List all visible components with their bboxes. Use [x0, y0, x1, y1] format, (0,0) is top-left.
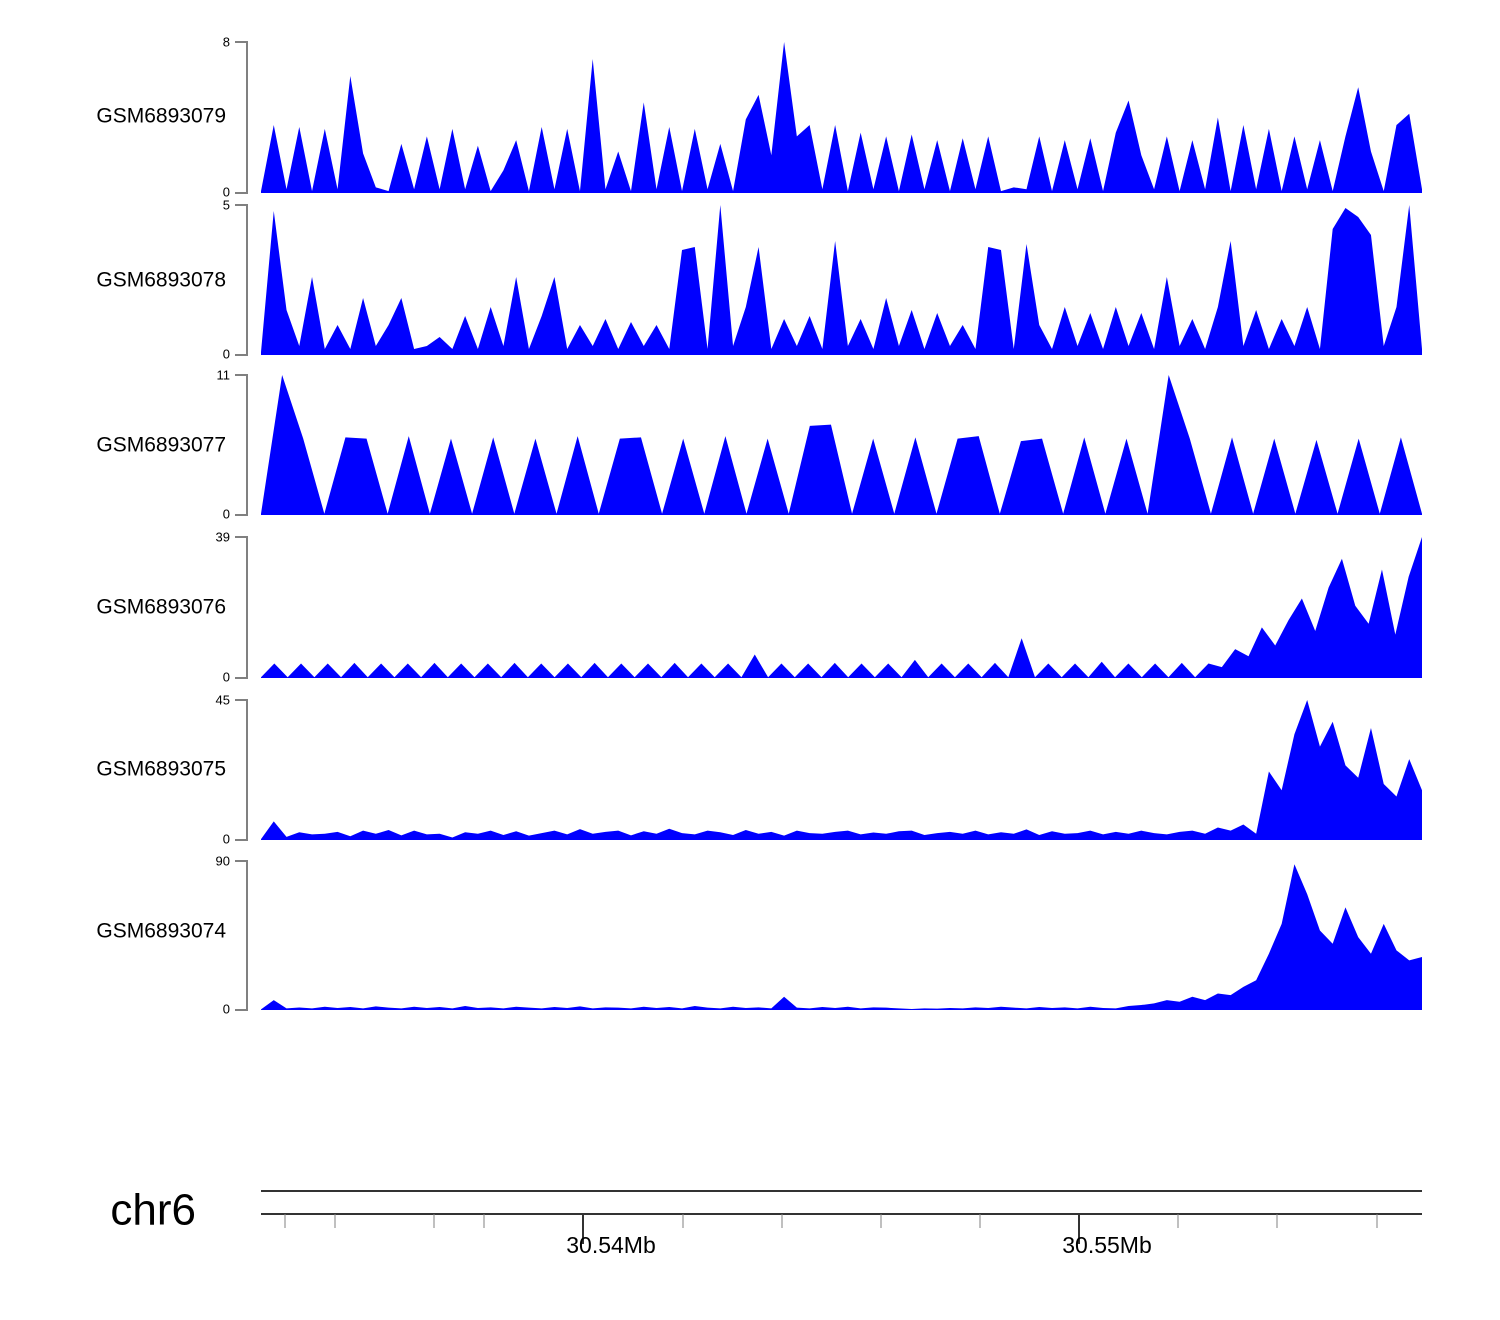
- genome-axis: 30.54Mb 30.55Mb chr6: [110, 1186, 1422, 1258]
- axis-tick-label-0: 30.54Mb: [566, 1232, 656, 1258]
- track-GSM6893074: GSM6893074 90 0: [96, 853, 1422, 1016]
- track-label-GSM6893076: GSM6893076: [96, 596, 226, 619]
- y-axis-min-label-GSM6893079: 0: [223, 184, 230, 199]
- track-GSM6893078: GSM6893078 5 0: [96, 197, 1422, 361]
- y-axis-bracket-GSM6893076: [235, 536, 248, 679]
- coverage-area-GSM6893077: [261, 375, 1422, 515]
- y-axis-max-label-GSM6893076: 39: [216, 529, 230, 544]
- coverage-area-GSM6893074: [261, 864, 1422, 1010]
- y-axis-bracket-GSM6893077: [235, 374, 248, 516]
- y-axis-max-label-GSM6893075: 45: [216, 692, 230, 707]
- y-axis-bracket-GSM6893079: [235, 41, 248, 194]
- track-GSM6893079: GSM6893079 8 0: [96, 34, 1422, 199]
- track-label-GSM6893077: GSM6893077: [96, 434, 226, 457]
- track-label-GSM6893075: GSM6893075: [96, 758, 226, 781]
- coverage-area-GSM6893075: [261, 700, 1422, 840]
- y-axis-max-label-GSM6893079: 8: [223, 34, 230, 49]
- y-axis-min-label-GSM6893074: 0: [223, 1001, 230, 1016]
- coverage-area-GSM6893076: [261, 537, 1422, 678]
- axis-tick-label-1: 30.55Mb: [1062, 1232, 1152, 1258]
- y-axis-bracket-GSM6893075: [235, 699, 248, 841]
- coverage-area-GSM6893079: [261, 42, 1422, 193]
- y-axis-max-label-GSM6893077: 11: [217, 367, 231, 382]
- coverage-area-GSM6893078: [261, 205, 1422, 355]
- track-label-GSM6893074: GSM6893074: [96, 920, 226, 943]
- track-GSM6893077: GSM6893077 11 0: [96, 367, 1422, 521]
- y-axis-bracket-GSM6893074: [235, 860, 248, 1011]
- track-GSM6893075: GSM6893075 45 0: [96, 692, 1422, 846]
- y-axis-max-label-GSM6893074: 90: [216, 853, 230, 868]
- y-axis-min-label-GSM6893075: 0: [223, 831, 230, 846]
- y-axis-bracket-GSM6893078: [235, 204, 248, 356]
- track-label-GSM6893078: GSM6893078: [96, 269, 226, 292]
- y-axis-min-label-GSM6893077: 0: [223, 506, 230, 521]
- track-GSM6893076: GSM6893076 39 0: [96, 529, 1422, 684]
- track-label-GSM6893079: GSM6893079: [96, 105, 226, 128]
- chromosome-label: chr6: [110, 1186, 196, 1235]
- y-axis-min-label-GSM6893076: 0: [223, 669, 230, 684]
- tracks-layer: GSM689307980GSM689307850GSM6893077110GSM…: [96, 34, 1422, 1016]
- y-axis-max-label-GSM6893078: 5: [223, 197, 230, 212]
- y-axis-min-label-GSM6893078: 0: [223, 346, 230, 361]
